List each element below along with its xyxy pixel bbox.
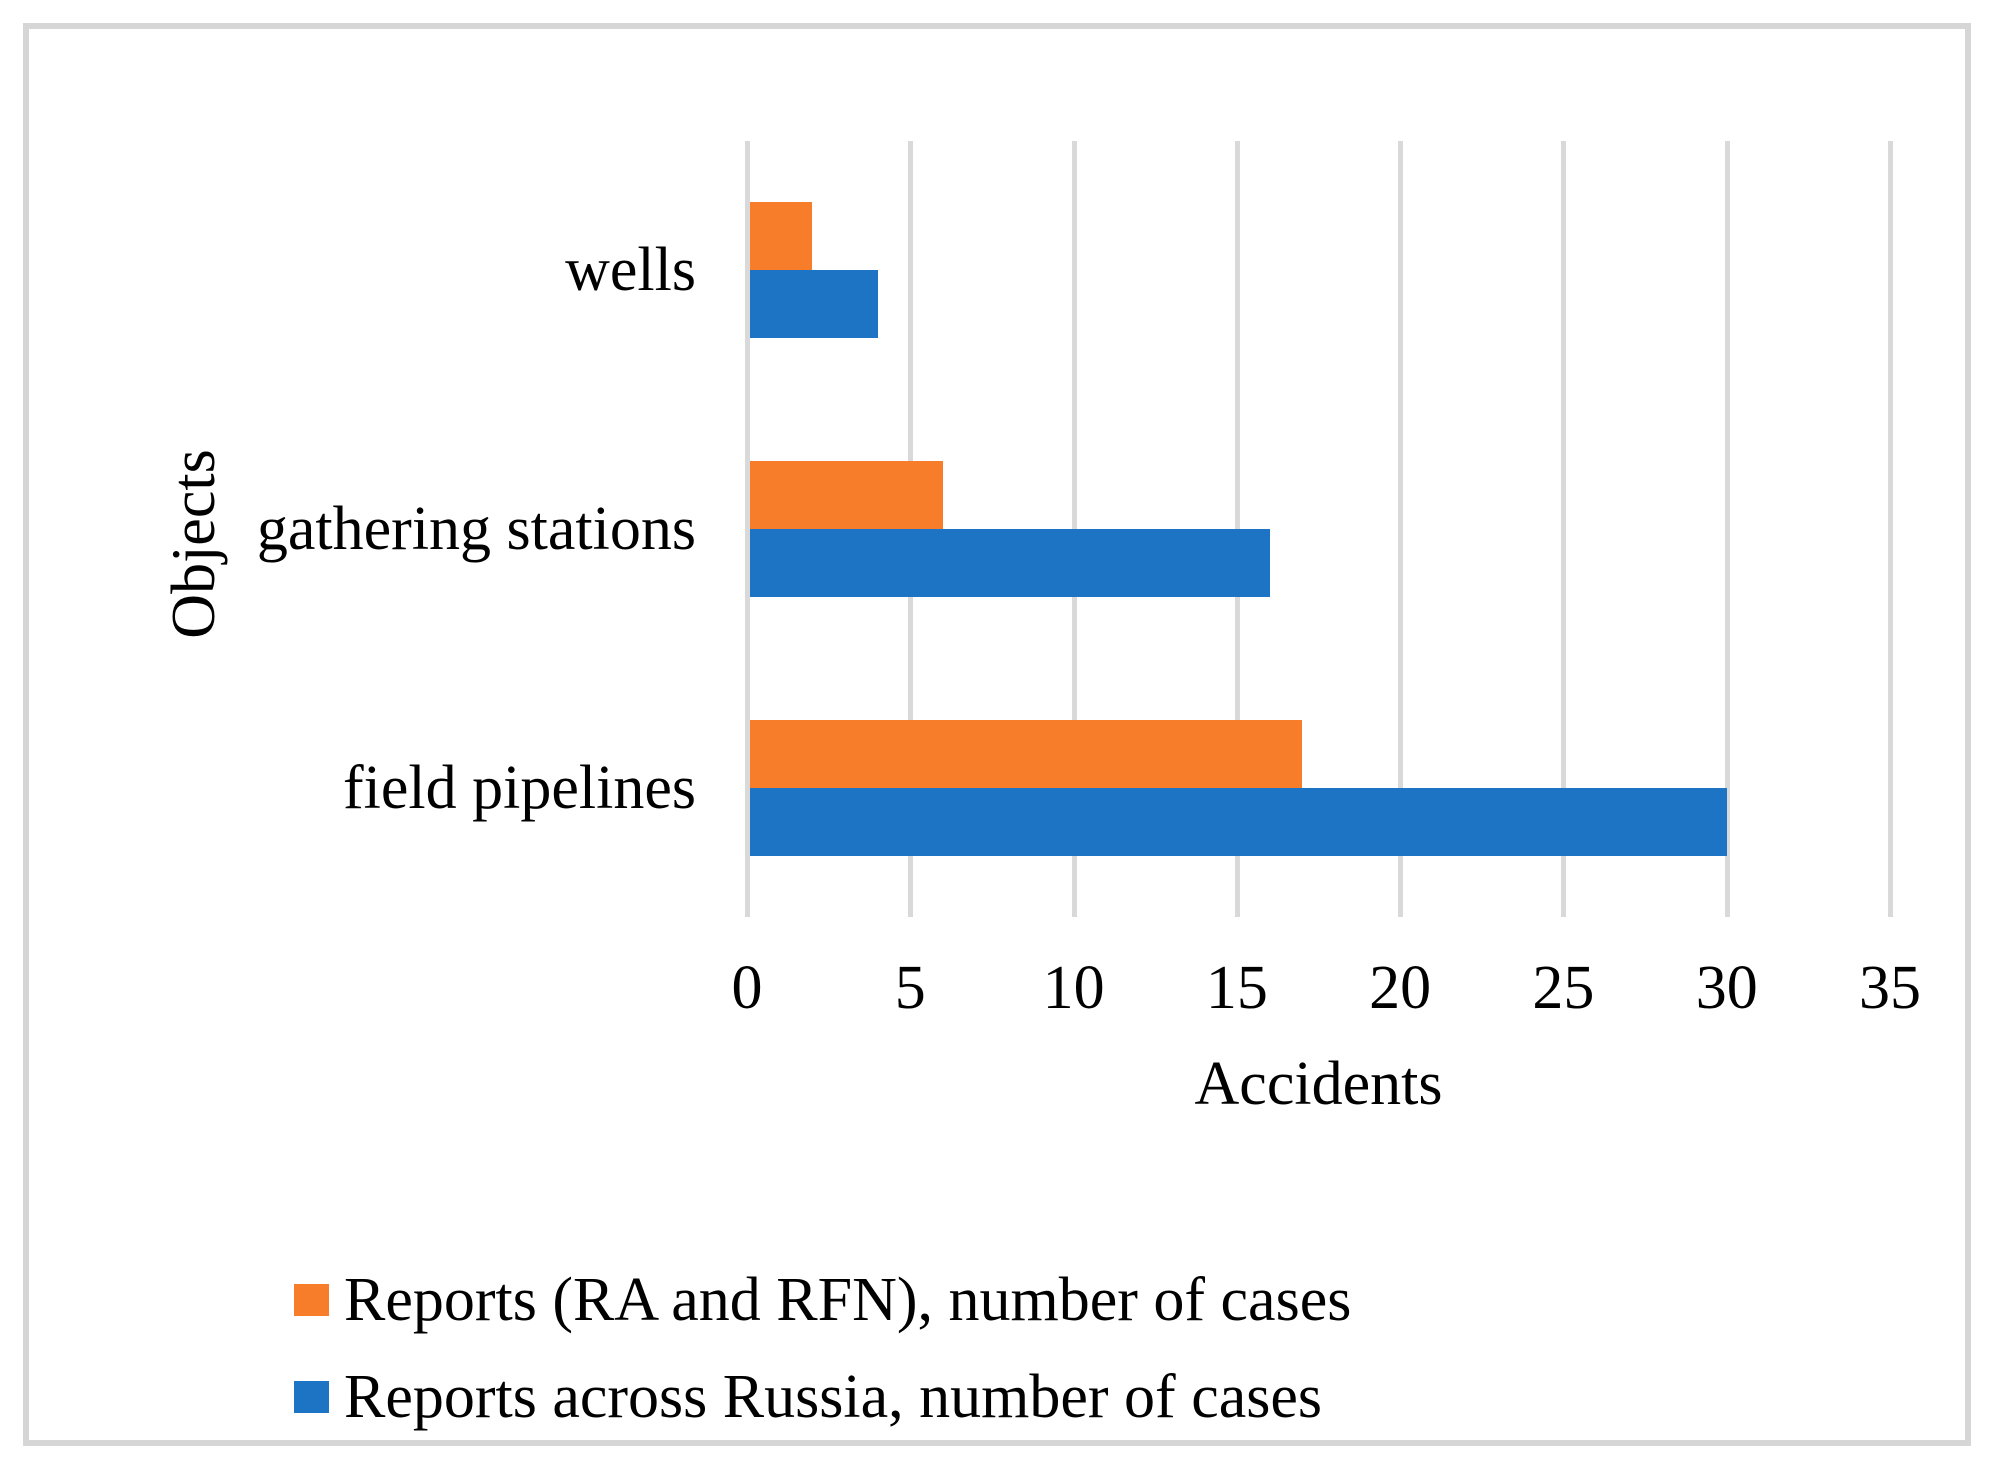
plot-area (745, 141, 1893, 917)
bar-gathering-stations-series-0 (750, 461, 943, 529)
x-tick-label-30: 30 (1695, 954, 1758, 1022)
gridline-x-20 (1398, 141, 1404, 917)
legend-swatch-orange-icon (294, 1284, 329, 1316)
x-tick-label-25: 25 (1532, 954, 1595, 1022)
legend-item-series-1: Reports across Russia, number of cases (294, 1364, 1351, 1430)
bar-gathering-stations-series-1 (750, 529, 1270, 597)
x-axis-title: Accidents (1194, 1050, 1443, 1118)
gridline-x-25 (1561, 141, 1567, 917)
category-label-wells: wells (565, 236, 696, 305)
legend-swatch-blue-icon (294, 1381, 329, 1413)
legend-item-series-0: Reports (RA and RFN), number of cases (294, 1267, 1351, 1333)
x-tick-label-15: 15 (1205, 954, 1268, 1022)
legend-label-series-0: Reports (RA and RFN), number of cases (344, 1266, 1352, 1334)
bar-field-pipelines-series-0 (750, 719, 1303, 788)
bar-wells-series-0 (750, 202, 813, 271)
gridline-x-30 (1724, 141, 1730, 917)
category-label-field-pipelines: field pipelines (343, 753, 696, 822)
category-label-gathering-stations: gathering stations (256, 495, 696, 563)
x-tick-label-35: 35 (1859, 954, 1921, 1022)
x-tick-label-5: 5 (894, 954, 926, 1022)
bar-field-pipelines-series-1 (750, 787, 1727, 856)
bar-wells-series-1 (750, 270, 878, 339)
figure-border: Objects wells gathering stations field pip… (23, 23, 1971, 1446)
x-tick-label-0: 0 (731, 954, 763, 1022)
gridline-x-35 (1888, 141, 1893, 917)
legend: Reports (RA and RFN), number of cases Re… (294, 1267, 1351, 1461)
x-tick-label-20: 20 (1369, 954, 1432, 1022)
gridline-x-0 (745, 141, 750, 917)
legend-label-series-1: Reports across Russia, number of cases (344, 1363, 1323, 1431)
x-tick-label-10: 10 (1042, 954, 1105, 1022)
